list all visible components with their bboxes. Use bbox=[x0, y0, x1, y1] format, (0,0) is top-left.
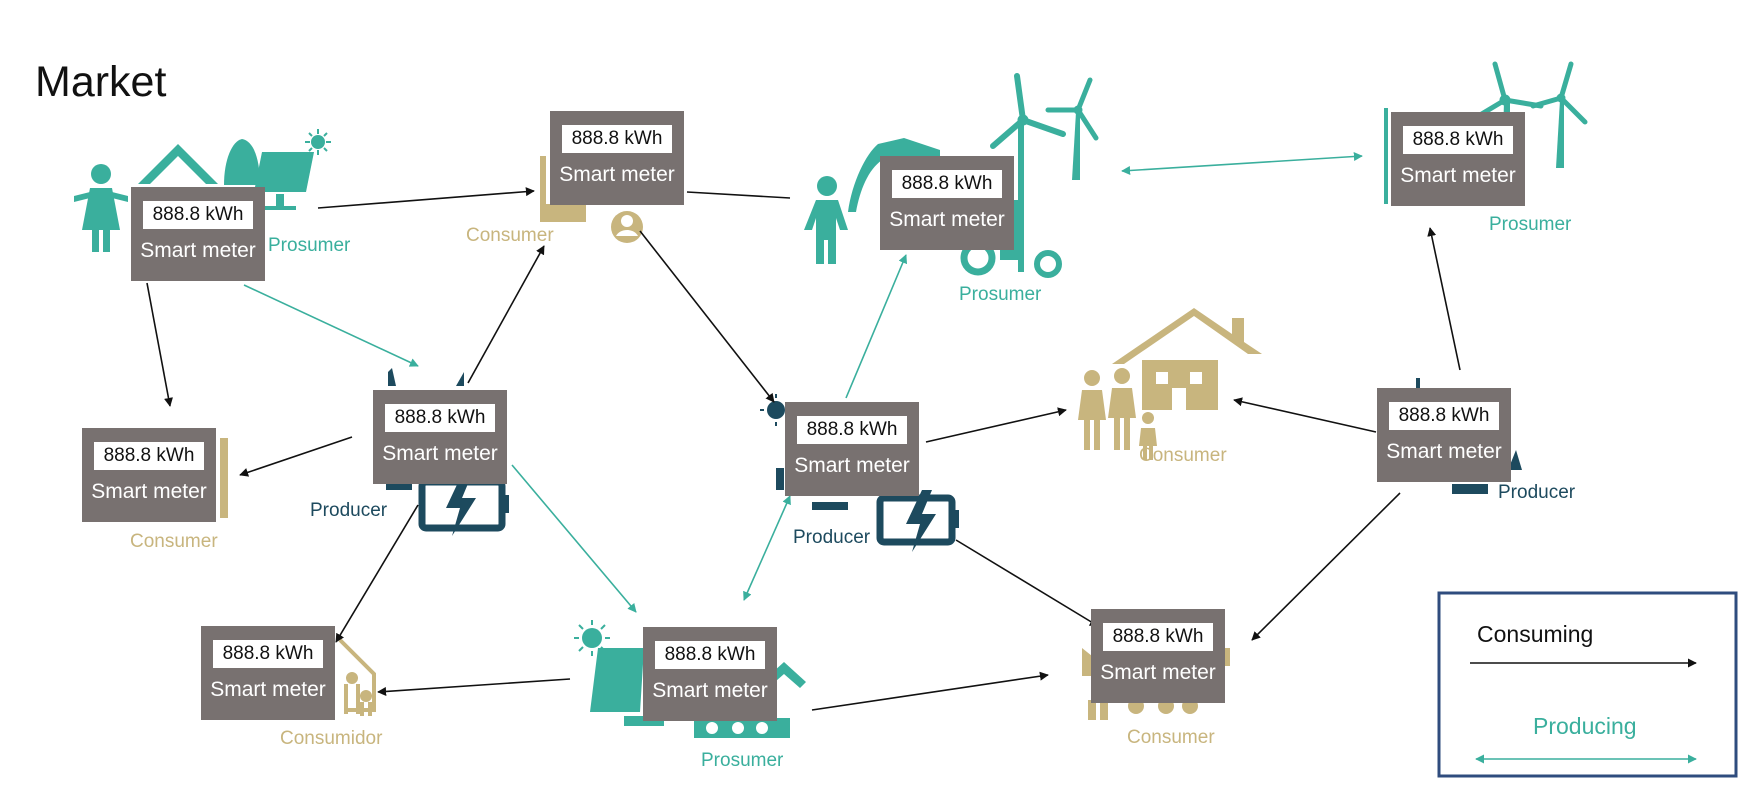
smart-meter: 888.8 kWh Smart meter bbox=[201, 626, 335, 720]
smart-meter: 888.8 kWh Smart meter bbox=[1391, 112, 1525, 206]
meter-label: Smart meter bbox=[559, 163, 675, 186]
meter-reading: 888.8 kWh bbox=[1389, 402, 1499, 430]
role-label-consumer: Consumer bbox=[130, 531, 218, 552]
role-label-producer: Producer bbox=[1498, 482, 1576, 503]
smart-meter: 888.8 kWh Smart meter bbox=[1091, 609, 1225, 703]
producing-arrows bbox=[243, 152, 1363, 613]
role-label-prosumer: Prosumer bbox=[268, 235, 351, 256]
meter-label: Smart meter bbox=[1100, 661, 1216, 684]
meter-reading: 888.8 kWh bbox=[94, 442, 204, 470]
meter-label: Smart meter bbox=[1400, 164, 1516, 187]
page-title: Market bbox=[35, 58, 167, 106]
legend-consuming-label: Consuming bbox=[1477, 621, 1594, 647]
meter-reading: 888.8 kWh bbox=[1403, 126, 1513, 154]
smart-meter: 888.8 kWh Smart meter bbox=[550, 111, 684, 205]
house-family-icon bbox=[338, 638, 376, 716]
solar-house-icon bbox=[574, 620, 806, 738]
woman-icon bbox=[74, 164, 128, 252]
meter-reading: 888.8 kWh bbox=[213, 640, 323, 668]
smart-meter: 888.8 kWh Smart meter bbox=[373, 390, 507, 484]
smart-meter: 888.8 kWh Smart meter bbox=[82, 428, 216, 522]
legend-producing-label: Producing bbox=[1533, 713, 1637, 739]
smart-meter: 888.8 kWh Smart meter bbox=[131, 187, 265, 281]
meter-label: Smart meter bbox=[794, 454, 910, 477]
role-label-producer: Producer bbox=[793, 527, 871, 548]
role-label-prosumer: Prosumer bbox=[701, 750, 784, 771]
meter-label: Smart meter bbox=[889, 208, 1005, 231]
meter-reading: 888.8 kWh bbox=[385, 404, 495, 432]
meter-reading: 888.8 kWh bbox=[797, 416, 907, 444]
meter-reading: 888.8 kWh bbox=[892, 170, 1002, 198]
role-label-consumer: Consumer bbox=[1127, 727, 1215, 748]
meter-label: Smart meter bbox=[210, 678, 326, 701]
smart-meter: 888.8 kWh Smart meter bbox=[785, 402, 919, 496]
sun-icon bbox=[760, 394, 848, 510]
role-label-consumer: Consumer bbox=[466, 225, 554, 246]
meter-reading: 888.8 kWh bbox=[562, 125, 672, 153]
meter-reading: 888.8 kWh bbox=[143, 201, 253, 229]
legend bbox=[1437, 591, 1738, 778]
meter-label: Smart meter bbox=[382, 442, 498, 465]
solar-panel-icon bbox=[254, 129, 331, 210]
meter-label: Smart meter bbox=[652, 679, 768, 702]
smart-meter: 888.8 kWh Smart meter bbox=[643, 627, 777, 721]
meter-reading: 888.8 kWh bbox=[655, 641, 765, 669]
wind-turbines-icon bbox=[990, 73, 1099, 272]
smart-meter: 888.8 kWh Smart meter bbox=[1377, 388, 1511, 482]
role-label-prosumer: Prosumer bbox=[959, 284, 1042, 305]
consumer-building-icon bbox=[220, 438, 228, 518]
role-label-producer: Producer bbox=[310, 500, 388, 521]
meter-label: Smart meter bbox=[91, 480, 207, 503]
power-plant-icon bbox=[386, 368, 464, 490]
family-house-icon bbox=[1078, 308, 1262, 460]
role-label-consumidor: Consumidor bbox=[280, 728, 383, 749]
smart-meter: 888.8 kWh Smart meter bbox=[880, 156, 1014, 250]
house-tree-icon bbox=[138, 139, 260, 185]
meter-reading: 888.8 kWh bbox=[1103, 623, 1213, 651]
meter-label: Smart meter bbox=[1386, 440, 1502, 463]
battery-icon bbox=[876, 490, 959, 552]
role-label-prosumer: Prosumer bbox=[1489, 214, 1572, 235]
meter-label: Smart meter bbox=[140, 239, 256, 262]
factory-user-icon bbox=[540, 156, 643, 243]
role-label-consumer: Consumer bbox=[1139, 445, 1227, 466]
consuming-arrows bbox=[146, 187, 1461, 711]
power-plant-icon bbox=[1416, 378, 1522, 494]
